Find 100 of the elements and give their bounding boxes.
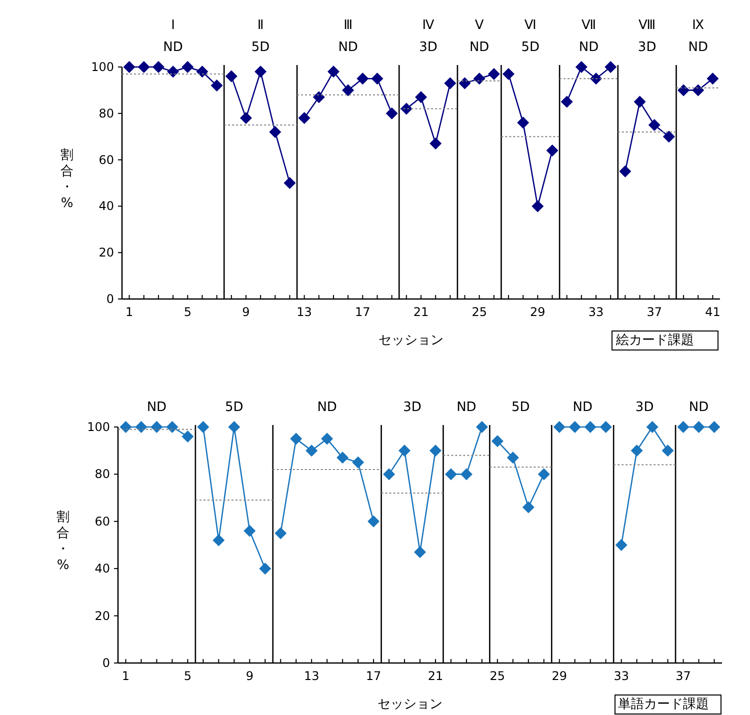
point [167,66,180,78]
point [398,444,411,457]
x-tick-label: 13 [296,305,312,319]
point [135,421,148,433]
point [306,444,318,457]
point [692,84,704,96]
point [532,200,544,212]
point [692,421,705,433]
point [648,119,660,131]
x-tick-label: 13 [304,669,320,683]
x-axis-title: セッション [378,333,444,348]
x-tick-label: 25 [490,669,506,683]
point [228,421,240,433]
point [356,72,369,85]
text: 3D [635,400,654,415]
x-tick-label: 21 [413,305,429,319]
point [327,66,340,78]
text: 単語カード課題 [618,697,709,712]
text: Ⅸ ND [688,18,708,55]
point [473,72,486,85]
point [120,421,132,433]
x-axis-title: セッション [378,697,442,712]
point [575,61,588,73]
x-tick-label: 37 [646,305,662,319]
point [646,421,658,433]
point [476,421,488,433]
point [225,70,238,82]
point [254,66,267,78]
point [371,72,384,85]
y-tick-label: 100 [87,420,110,434]
point [123,61,136,73]
point [196,66,208,78]
x-tick-label: 1 [125,305,134,319]
text: Ⅲ ND [338,18,358,55]
point [491,435,504,448]
point [182,430,194,442]
x-tick-label: 9 [246,669,254,683]
point [460,468,472,480]
point [312,91,325,104]
point [506,452,519,464]
point [212,534,225,546]
point [400,102,412,115]
y-tick-label: 20 [94,608,110,623]
x-tick-label: 33 [614,669,629,683]
point [706,72,719,85]
text: ND [317,400,337,415]
text: 絵カード課題 [615,333,694,348]
text: ND [146,400,167,415]
point [568,421,581,433]
x-tick-label: 21 [428,669,444,683]
point [210,80,223,92]
point [502,68,515,80]
point [244,524,256,537]
point [662,130,675,143]
x-tick-label: 33 [588,305,604,319]
text: 5D [225,400,244,415]
y-axis-title: 割合・% [56,510,70,573]
point [298,112,310,124]
point [259,562,272,575]
text: Ⅳ 3D [419,18,438,55]
x-tick-label: 5 [184,305,192,319]
point [615,539,628,551]
point [546,144,558,157]
text: Ⅴ ND [469,18,490,55]
point [138,61,150,73]
x-tick-label: 1 [122,669,130,683]
text: ND [688,400,709,415]
point [386,107,398,120]
text: ND [456,400,476,415]
point [368,515,380,528]
point [444,77,456,90]
point [619,165,632,178]
point [152,61,164,73]
point [553,421,566,433]
point [560,96,573,108]
text: ND [572,400,592,415]
point [383,468,396,480]
x-tick-label: 41 [705,305,720,319]
point [678,84,690,96]
point [458,77,471,90]
text: 3D [403,400,422,415]
x-tick-label: 29 [530,305,546,319]
x-tick-label: 37 [676,669,691,683]
y-tick-label: 20 [98,246,114,260]
point [166,421,178,433]
x-tick-label: 5 [184,669,192,683]
text: Ⅰ ND [163,18,183,55]
x-tick-label: 17 [355,305,370,319]
text: Ⅵ 5D [521,18,540,55]
x-tick-label: 17 [366,669,382,683]
point [414,546,426,558]
point [444,468,457,480]
y-axis-title: 割合・% [60,148,74,211]
point [274,527,287,540]
text: Ⅷ 3D [638,18,656,55]
point [352,456,364,468]
y-tick-label: 60 [94,514,110,528]
point [488,68,500,80]
y-tick-label: 0 [106,292,114,306]
point [630,444,643,457]
